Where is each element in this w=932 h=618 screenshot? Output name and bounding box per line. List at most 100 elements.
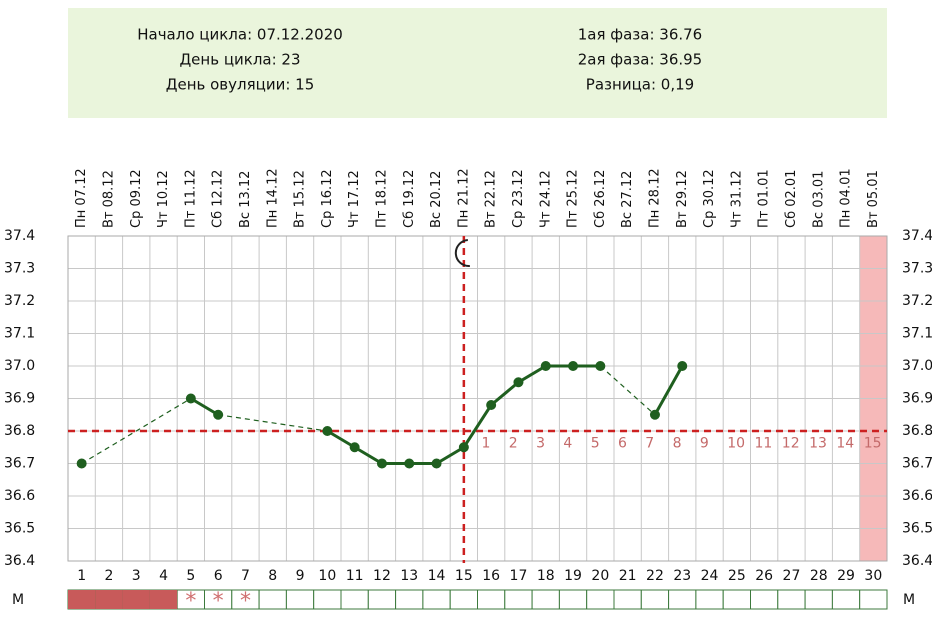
moon-icon	[454, 239, 470, 268]
day-label: 10	[318, 568, 336, 584]
m-cell	[395, 589, 424, 610]
m-cell	[258, 589, 287, 610]
phase-day: 4	[563, 436, 572, 452]
ovulation-day: День овуляции: 15	[166, 76, 314, 94]
y-tick-label-right: 36.5	[902, 521, 932, 537]
y-tick-label-right: 37.0	[902, 358, 932, 374]
day-label: 26	[755, 568, 773, 584]
info-panel	[68, 8, 887, 118]
m-cell	[340, 589, 369, 610]
phase-day: 3	[536, 436, 545, 452]
date-label: Вт 22.12	[484, 170, 499, 228]
m-cell	[422, 589, 451, 610]
day-label: 3	[132, 568, 141, 584]
phase-day: 1	[482, 436, 491, 452]
date-label: Вс 13.12	[238, 171, 253, 228]
y-tick-label: 36.5	[4, 521, 35, 537]
temp-point	[431, 458, 442, 469]
date-label: Ср 23.12	[511, 169, 526, 228]
day-label: 25	[728, 568, 746, 584]
spotting-mark: *	[240, 589, 251, 614]
bleeding-cell	[68, 590, 96, 609]
day-label: 2	[104, 568, 113, 584]
date-label: Вт 29.12	[675, 170, 690, 228]
date-label: Пт 25.12	[566, 169, 581, 228]
temp-point	[349, 442, 360, 453]
y-tick-label: 37.2	[4, 293, 35, 309]
temp-point	[513, 377, 524, 388]
gap-connector	[81, 397, 192, 465]
phase-day: 10	[727, 436, 745, 452]
y-tick-label: 37.1	[4, 326, 35, 342]
date-label: Вс 27.12	[620, 171, 635, 228]
date-label: Ср 09.12	[129, 169, 144, 228]
date-label: Сб 26.12	[593, 170, 608, 228]
y-tick-label-right: 37.2	[902, 293, 932, 309]
y-tick-label: 37.0	[4, 358, 35, 374]
date-label: Вт 08.12	[101, 170, 116, 228]
day-label: 21	[619, 568, 637, 584]
phase2: 2ая фаза: 36.95	[578, 51, 702, 69]
m-row-label: М	[12, 592, 24, 608]
day-label: 30	[864, 568, 882, 584]
bleeding-cell	[95, 590, 123, 609]
m-cell	[722, 589, 752, 610]
m-cell	[831, 589, 861, 610]
y-tick-label-right: 36.8	[902, 423, 932, 439]
m-cell	[750, 589, 779, 610]
date-label: Чт 17.12	[347, 170, 362, 228]
day-label: 1	[77, 568, 86, 584]
cycle-day: День цикла: 23	[179, 51, 300, 69]
phase-day: 9	[700, 436, 709, 452]
day-label: 20	[591, 568, 609, 584]
date-label: Сб 12.12	[211, 170, 226, 228]
y-tick-label-right: 37.3	[902, 261, 932, 277]
day-label: 13	[400, 568, 418, 584]
phase-day: 2	[509, 436, 518, 452]
y-tick-label-right: 36.4	[902, 553, 932, 569]
temp-point	[404, 458, 415, 469]
y-tick-label: 36.4	[4, 553, 35, 569]
temp-point	[595, 361, 606, 371]
y-tick-label: 36.9	[4, 391, 35, 407]
y-tick-label: 37.4	[4, 228, 35, 244]
m-cell	[613, 589, 642, 610]
day-label: 5	[186, 568, 195, 584]
phase-day: 8	[673, 436, 682, 452]
date-label: Пт 11.12	[183, 169, 198, 228]
day-label: 19	[564, 568, 582, 584]
day-label: 9	[296, 568, 305, 584]
day-label: 11	[346, 568, 364, 584]
temp-point	[458, 442, 469, 453]
day-label: 12	[373, 568, 391, 584]
cycle-start: Начало цикла: 07.12.2020	[137, 26, 343, 44]
y-tick-label-right: 36.9	[902, 391, 932, 407]
m-row-label-right: М	[903, 592, 915, 608]
day-label: 23	[673, 568, 691, 584]
m-cell	[777, 589, 806, 610]
phase-day: 12	[782, 436, 800, 452]
temp-point	[213, 409, 224, 420]
date-label: Сб 19.12	[402, 170, 417, 228]
difference: Разница: 0,19	[586, 76, 694, 94]
date-label: Пн 21.12	[456, 168, 471, 228]
date-label: Вт 05.01	[866, 170, 881, 228]
phase-day: 5	[591, 436, 600, 452]
date-label: Ср 30.12	[702, 169, 717, 228]
plot-border	[67, 235, 888, 562]
day-label: 29	[837, 568, 855, 584]
day-label: 14	[428, 568, 446, 584]
day-label: 27	[783, 568, 801, 584]
y-tick-label: 37.3	[4, 261, 35, 277]
day-label: 7	[241, 568, 250, 584]
m-cell	[695, 589, 724, 610]
day-label: 6	[214, 568, 223, 584]
m-cell	[640, 589, 670, 610]
phase-day: 6	[618, 436, 627, 452]
y-tick-label: 36.7	[4, 456, 35, 472]
phase-day: 11	[755, 436, 773, 452]
y-tick-label: 36.6	[4, 488, 35, 504]
day-label: 4	[159, 568, 168, 584]
bleeding-cell	[122, 590, 150, 609]
